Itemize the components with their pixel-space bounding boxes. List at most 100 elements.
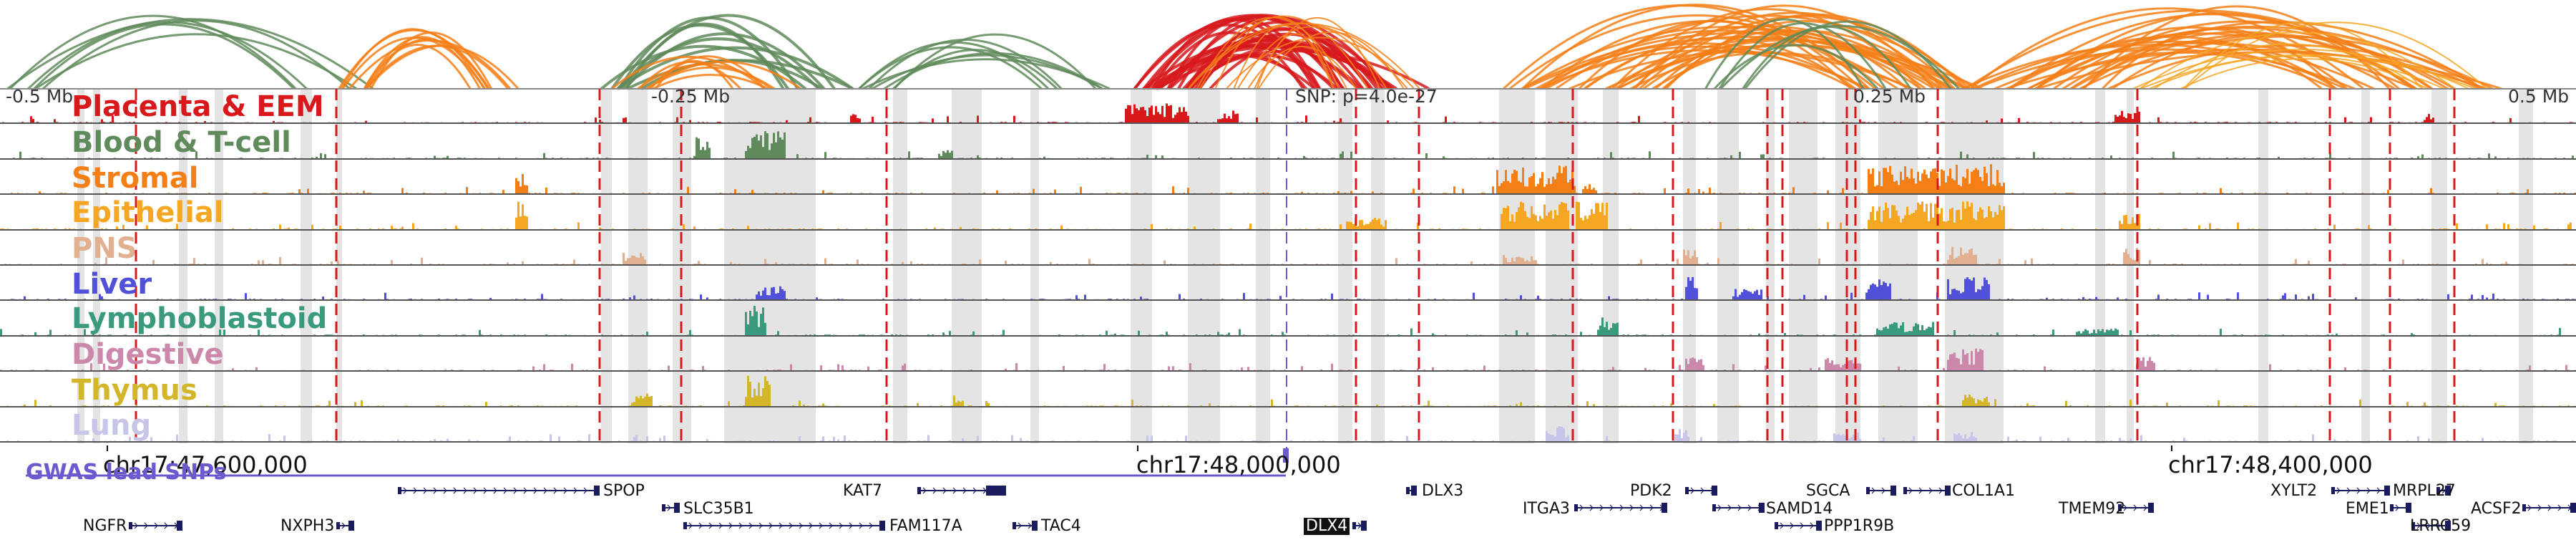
chromatin-loop-arc (1209, 41, 1383, 90)
strand-chevron (962, 487, 967, 494)
strand-chevron (2547, 504, 2552, 511)
strand-chevron (1579, 504, 1584, 511)
chromatin-loop-arc (363, 36, 482, 90)
chromatin-loop-arc (2071, 33, 2455, 90)
gene-exon-block (1574, 504, 1578, 511)
gene-exon-block (1352, 522, 1356, 529)
gene-label-slc35b1: SLC35B1 (683, 500, 754, 518)
chromatin-loop-arc (27, 21, 308, 90)
strand-chevron (2436, 522, 2441, 529)
chromatin-loop-arc (1254, 17, 1381, 90)
chromatin-loop-arc (2082, 40, 2323, 90)
peak-shade-region (724, 89, 816, 443)
signal-track-4 (0, 246, 2576, 265)
track-label-epithelial: Epithelial (72, 196, 224, 229)
strand-chevron (483, 487, 487, 494)
strand-chevron (839, 522, 843, 529)
gene-label-pdk2: PDK2 (1630, 482, 1672, 500)
peak-shade-region (93, 89, 100, 443)
strand-chevron (2426, 522, 2431, 529)
chromatin-loop-arc (1972, 40, 2375, 90)
chromatin-loop-arc (2148, 55, 2445, 90)
track-label-placenta-eem: Placenta & EEM (72, 90, 324, 123)
strand-chevron (708, 522, 713, 529)
strand-chevron (453, 487, 457, 494)
strand-chevron (533, 487, 537, 494)
track-label-thymus: Thymus (72, 374, 197, 407)
strand-chevron (942, 487, 947, 494)
strand-chevron (1690, 487, 1694, 494)
chromatin-loop-arc (1578, 19, 1852, 90)
strand-chevron (433, 487, 437, 494)
track-label-stromal: Stromal (72, 162, 199, 195)
strand-chevron (1908, 487, 1913, 494)
strand-chevron (164, 522, 168, 529)
strand-chevron (758, 522, 763, 529)
chromatin-loop-arc (364, 44, 509, 90)
strand-chevron (1780, 522, 1784, 529)
chromatin-loop-arc (1168, 42, 1363, 90)
strand-chevron (413, 487, 417, 494)
strand-chevron (932, 487, 937, 494)
gene-exon-block (1945, 486, 1951, 496)
chromatin-loop-arc (2139, 32, 2456, 90)
gene-exon-block (2390, 504, 2394, 511)
chromatin-loop-arc (2153, 43, 2424, 90)
chromatin-loop-arc (1257, 31, 1405, 90)
strand-chevron (779, 522, 783, 529)
offset-label-minus-0.25mb: -0.25 Mb (651, 86, 731, 107)
chromatin-loop-arc (2027, 25, 2484, 90)
accessibility-signal-layer (0, 103, 2576, 442)
strand-chevron (1928, 487, 1933, 494)
signal-track-3 (0, 201, 2576, 230)
chromatin-loop-arc (1545, 45, 1855, 90)
peak-shade-region (1188, 89, 1220, 443)
snp-p-value-annotation: SNP: p=4.0e-27 (1295, 86, 1438, 107)
gene-exon-block (2445, 486, 2451, 496)
gene-label-samd14: SAMD14 (1766, 500, 1833, 518)
peak-shade-region (1683, 89, 1696, 443)
track-label-blood-t-cell: Blood & T-cell (72, 126, 291, 159)
track-label-liver: Liver (72, 268, 152, 301)
offset-label-minus-0.5mb: -0.5 Mb (6, 86, 74, 107)
gene-exon-block (2411, 522, 2415, 529)
gene-exon-block (1775, 522, 1778, 529)
chromatin-loop-arc (883, 52, 1103, 90)
chromatin-loop-arc (1154, 39, 1360, 90)
strand-chevron (2376, 487, 2381, 494)
peak-shade-region (1131, 89, 1152, 443)
chromatin-loop-arc (1632, 11, 1956, 90)
strand-chevron (2416, 522, 2421, 529)
chromatin-loop-arc (617, 46, 854, 90)
strand-chevron (1717, 504, 1722, 511)
chromatin-loop-arc (1177, 15, 1345, 90)
strand-chevron (1700, 487, 1704, 494)
chromatin-loop-arc (2062, 31, 2417, 90)
peak-shade-region (179, 89, 187, 443)
chromatin-loop-arc (1521, 26, 1936, 90)
peak-shade-region (336, 89, 342, 443)
peak-shade-layer (77, 89, 2533, 443)
gene-exon-block (1406, 487, 1410, 494)
gene-exon-block (662, 504, 665, 511)
gene-label-ppp1r9b: PPP1R9B (1824, 517, 1895, 535)
gene-label-acsf2: ACSF2 (2471, 500, 2522, 518)
strand-chevron (1609, 504, 1614, 511)
gene-exon-block (1866, 487, 1870, 494)
gene-exon-block (2570, 503, 2576, 513)
gene-exon-block (336, 522, 340, 529)
chromatin-loop-arc (1158, 54, 1316, 90)
gene-exon-block (594, 486, 600, 496)
chromatin-loop-arcs (6, 4, 2502, 90)
chromatin-loop-arc (2027, 51, 2335, 90)
peak-shade-region (1717, 89, 1739, 443)
strand-chevron (1918, 487, 1923, 494)
peak-shade-region (77, 89, 84, 443)
chromatin-loop-arc (1236, 26, 1387, 90)
signal-track-9 (0, 426, 2576, 442)
peak-shade-region (1546, 89, 1578, 443)
chromatin-loop-arc (611, 56, 766, 90)
chromatin-loop-arc (338, 29, 490, 90)
